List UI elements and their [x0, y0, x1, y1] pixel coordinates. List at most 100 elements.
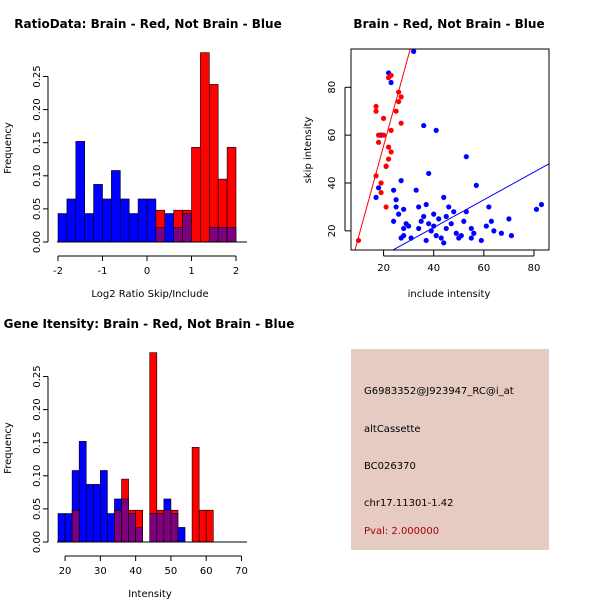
scatter-x-axis: 20 40 60 80	[377, 250, 540, 274]
y-tick-label: 0.05	[32, 498, 43, 520]
intensity-xlabel: Intensity	[128, 589, 172, 600]
point-brain	[388, 72, 394, 78]
point-notbrain	[468, 235, 474, 241]
scatter-fit-lines	[354, 49, 549, 250]
point-notbrain	[391, 218, 397, 224]
y-tick-label: 0.20	[32, 398, 43, 420]
bar-notbrain-7	[120, 198, 130, 243]
intensity-histogram: Gene Itensity: Brain - Red, Not Brain - …	[3, 317, 294, 600]
x-tick-label: -2	[53, 266, 63, 277]
intensity-bars	[57, 352, 214, 543]
point-notbrain	[498, 230, 504, 236]
point-brain	[375, 139, 382, 145]
x-tick-label: 40	[427, 263, 440, 274]
point-notbrain	[506, 216, 512, 222]
ratio-xlabel: Log2 Ratio Skip/Include	[91, 289, 208, 300]
point-notbrain	[533, 206, 540, 212]
point-notbrain	[468, 225, 474, 232]
point-notbrain	[483, 223, 489, 229]
bar-overlap-17	[209, 227, 219, 243]
bar-brain-17	[209, 84, 219, 243]
x-tick-label: 70	[235, 566, 248, 577]
point-notbrain	[486, 204, 492, 210]
point-brain	[378, 189, 384, 196]
point-notbrain	[388, 79, 394, 86]
point-notbrain	[433, 127, 439, 133]
scatter-ylabel: skip intensity	[303, 117, 314, 184]
genomic-location: chr17.11301-1.42	[364, 498, 454, 509]
point-notbrain	[443, 225, 449, 232]
bar-notbrain-10	[146, 198, 157, 243]
point-brain	[388, 149, 394, 155]
bar-brain-15	[191, 147, 201, 243]
scatter-xlabel: include intensity	[408, 289, 491, 300]
point-notbrain	[408, 235, 414, 241]
point-notbrain	[423, 237, 429, 244]
point-notbrain	[478, 237, 484, 244]
point-notbrain	[375, 185, 382, 191]
point-notbrain	[393, 204, 399, 210]
point-brain	[383, 204, 389, 210]
bar-overlap-11	[135, 527, 143, 543]
y-tick-label: 0.15	[32, 132, 43, 154]
ratio-histogram: RatioData: Brain - Red, Not Brain - Blue…	[3, 17, 282, 300]
point-notbrain	[428, 228, 434, 234]
point-notbrain	[538, 201, 545, 208]
point-notbrain	[508, 233, 515, 239]
point-notbrain	[398, 178, 404, 184]
point-brain	[396, 89, 402, 95]
point-brain	[385, 156, 392, 162]
accession: BC026370	[364, 461, 416, 472]
intensity-y-axis: 0.00 0.05 0.10 0.15 0.20 0.25	[32, 365, 49, 553]
bar-notbrain-8	[128, 213, 139, 243]
point-notbrain	[421, 122, 427, 129]
bar-notbrain-6	[111, 170, 121, 243]
point-brain	[380, 132, 387, 138]
point-notbrain	[423, 201, 429, 208]
y-tick-label: 0.10	[32, 465, 43, 487]
point-notbrain	[418, 218, 424, 224]
bar-notbrain-0	[57, 513, 66, 543]
bar-notbrain-7	[107, 513, 115, 543]
bar-notbrain-3	[78, 441, 87, 543]
point-brain	[396, 99, 402, 105]
bar-notbrain-17	[177, 527, 186, 543]
ratio-ylabel: Frequency	[3, 122, 14, 174]
fit-line	[391, 163, 549, 250]
point-brain	[378, 180, 384, 186]
y-tick-label: 0.25	[32, 365, 43, 387]
point-notbrain	[416, 225, 422, 232]
bar-overlap-14	[182, 213, 192, 243]
point-notbrain	[401, 206, 407, 212]
point-brain	[398, 120, 404, 126]
bar-notbrain-4	[85, 484, 94, 543]
bar-notbrain-9	[137, 198, 148, 243]
bar-notbrain-1	[66, 198, 77, 243]
x-tick-label: 40	[129, 566, 142, 577]
point-notbrain	[401, 225, 407, 232]
point-brain	[373, 103, 379, 110]
bar-notbrain-4	[93, 184, 103, 243]
ratio-bars	[57, 52, 237, 243]
point-notbrain	[433, 233, 439, 239]
bar-overlap-18	[217, 227, 228, 243]
point-notbrain	[441, 194, 447, 200]
info-panel: G6983352@J923947_RC@i_at altCassette BC0…	[351, 349, 549, 550]
y-tick-label: 20	[327, 224, 338, 237]
bar-notbrain-0	[57, 213, 68, 243]
y-tick-label: 0.25	[32, 65, 43, 87]
bar-overlap-8	[114, 509, 122, 543]
y-tick-label: 40	[327, 177, 338, 190]
point-notbrain	[471, 230, 477, 236]
point-brain	[375, 132, 382, 138]
intensity-ylabel: Frequency	[3, 422, 14, 474]
point-notbrain	[451, 209, 457, 215]
point-notbrain	[391, 187, 397, 193]
point-notbrain	[443, 213, 449, 220]
point-notbrain	[411, 49, 417, 54]
scatter-points	[355, 49, 545, 246]
pval-text: Pval: 2.000000	[364, 526, 440, 537]
point-brain	[388, 127, 394, 133]
point-brain	[373, 173, 379, 179]
bar-overlap-10	[128, 513, 136, 543]
